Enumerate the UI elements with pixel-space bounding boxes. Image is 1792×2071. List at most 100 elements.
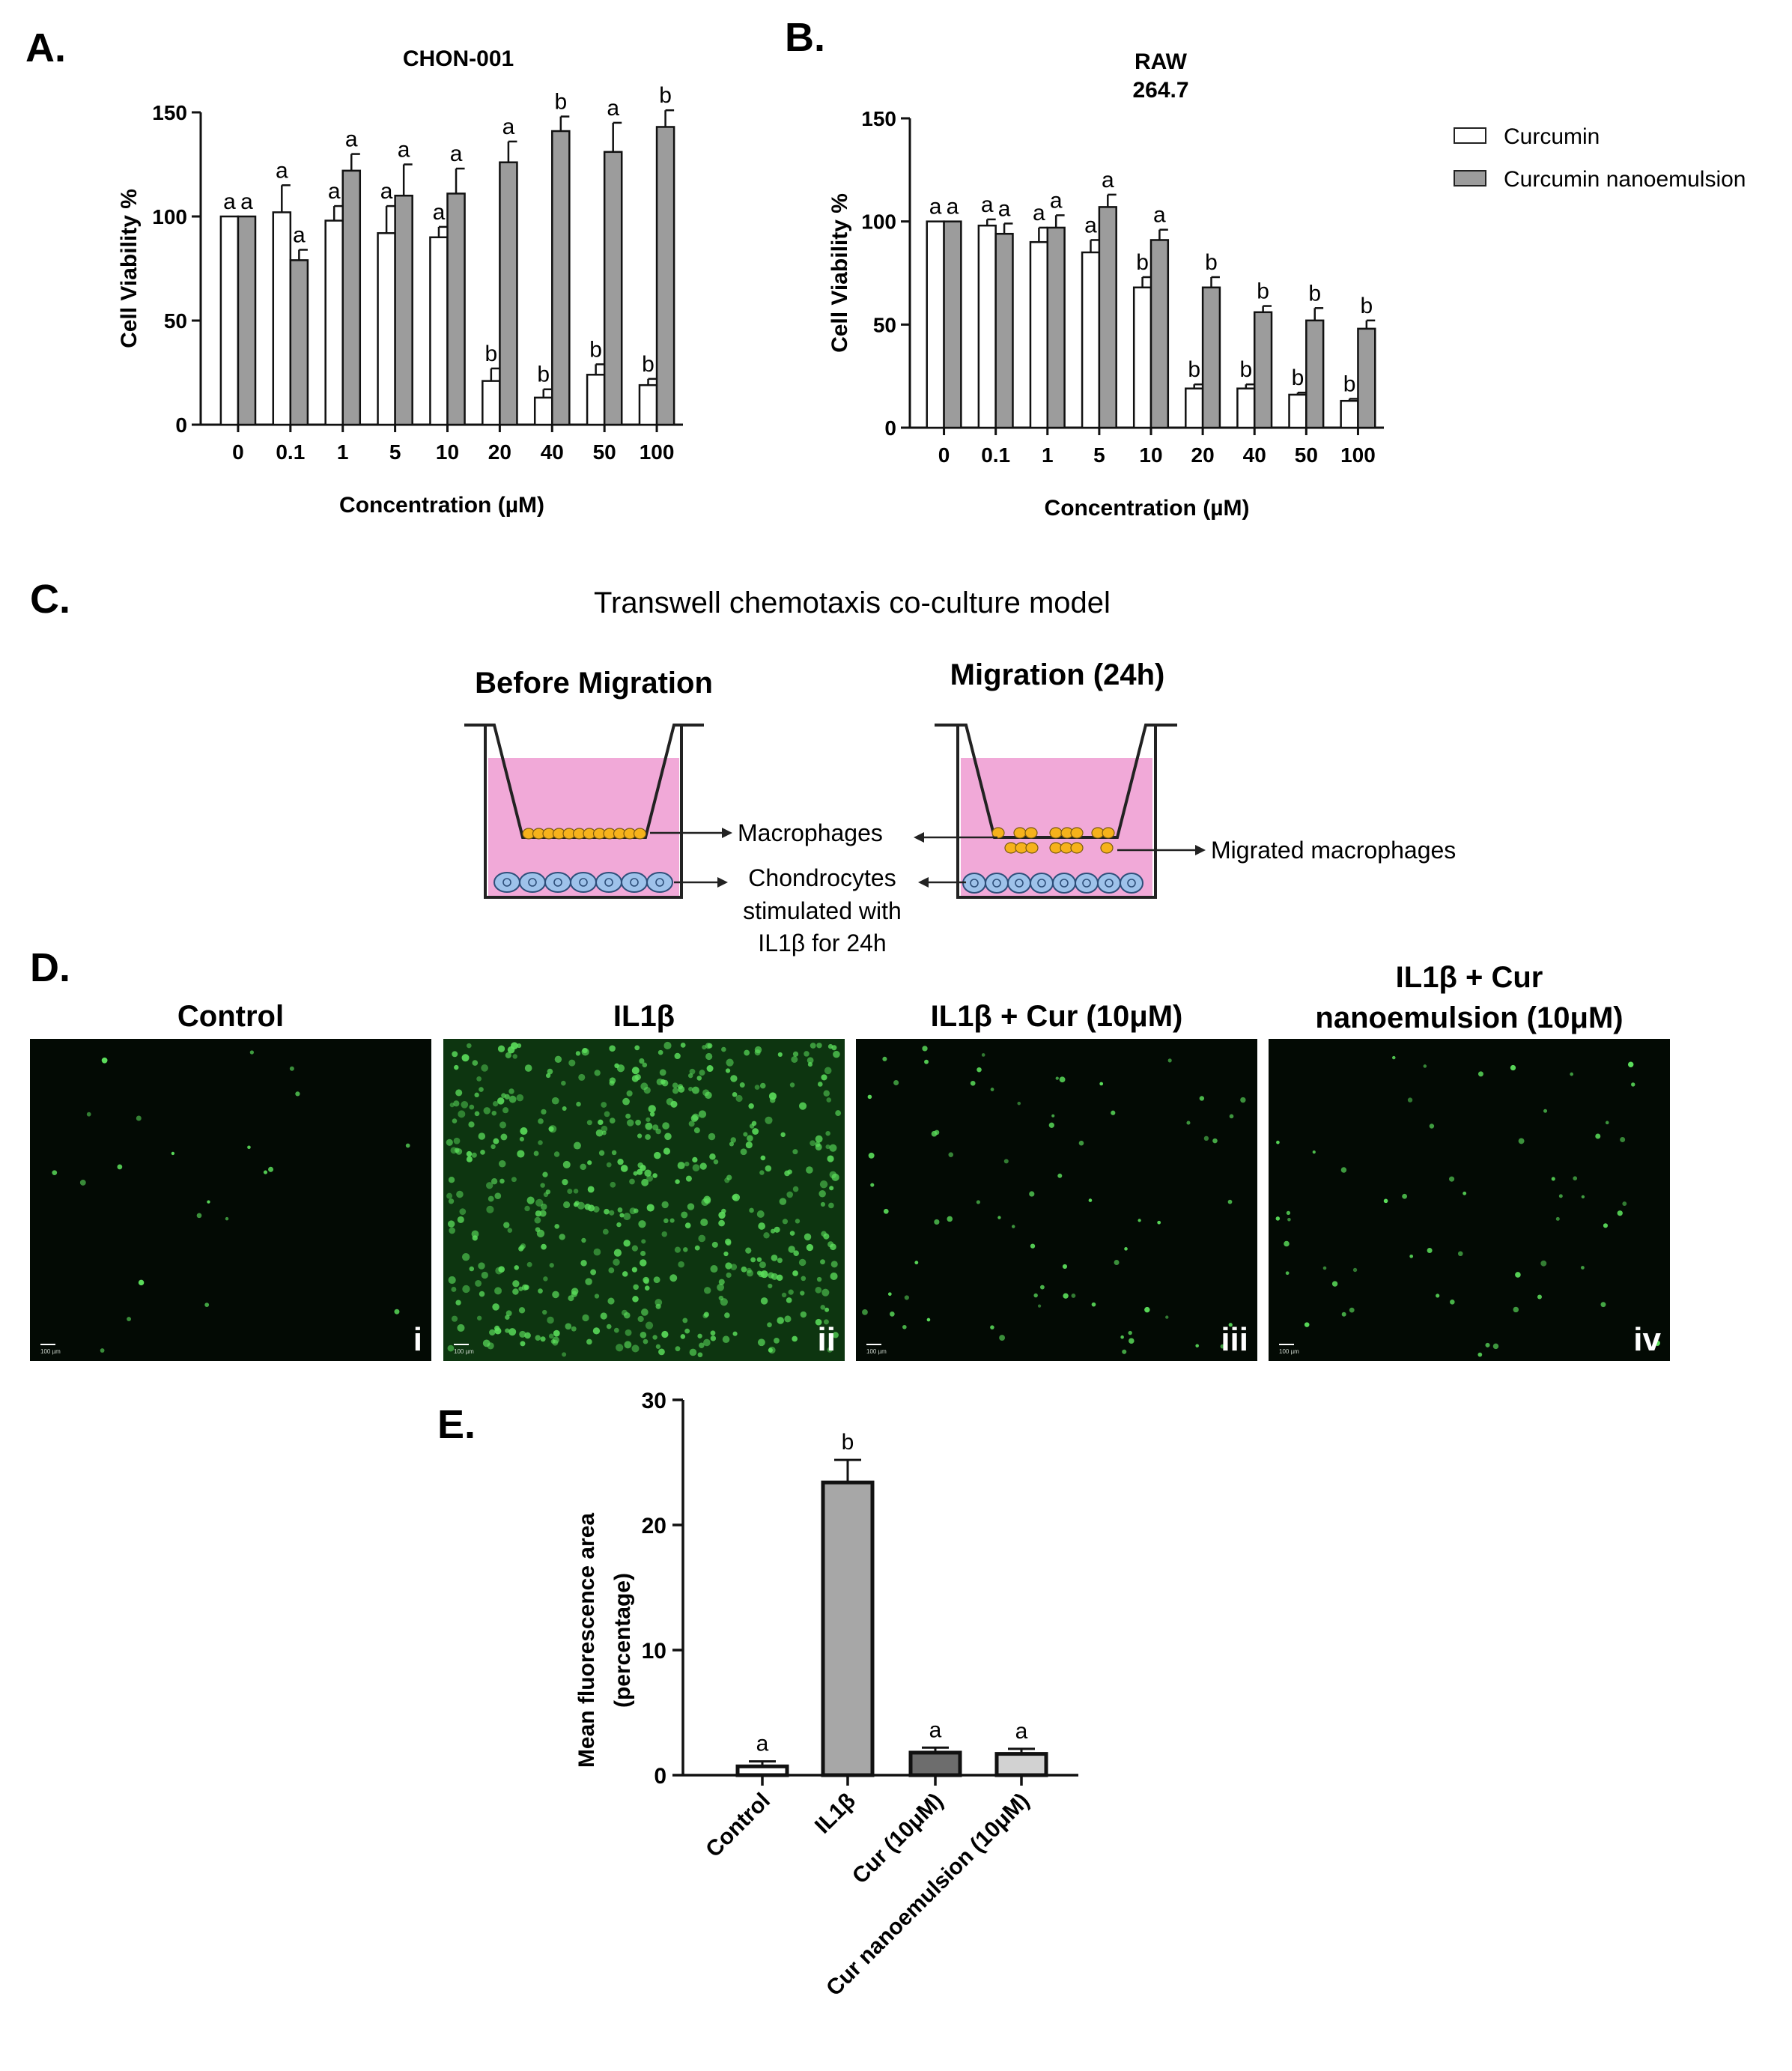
legend: Curcumin Curcumin nanoemulsion <box>1454 124 1746 192</box>
fluorescent-cell <box>782 1219 789 1225</box>
fluorescent-cell <box>749 1207 754 1213</box>
fluorescent-cell <box>768 1347 773 1353</box>
fluorescent-cell <box>617 1207 623 1213</box>
fluorescent-cell <box>516 1094 524 1102</box>
fluorescent-cell <box>573 1141 581 1150</box>
fluorescent-cell <box>575 1051 581 1056</box>
fluorescent-cell <box>561 1080 566 1086</box>
panel-a-letter: A. <box>25 25 66 70</box>
fluorescent-cell <box>698 1234 706 1243</box>
fluorescent-cell <box>663 1147 671 1155</box>
fluorescent-cell <box>587 1160 592 1165</box>
fluorescent-cell <box>646 1174 654 1182</box>
fluorescent-cell <box>1352 1267 1358 1273</box>
bar-3 <box>994 1752 1048 1777</box>
bar-curcumin <box>1029 240 1049 429</box>
fluorescent-cell <box>793 1250 799 1256</box>
arrow-chondro-left-head <box>717 877 728 888</box>
bar-curcumin <box>1132 286 1152 429</box>
fluorescent-cell <box>639 1058 645 1064</box>
chondrocyte-nucleus <box>992 879 1001 888</box>
fluorescent-cell <box>717 1283 725 1291</box>
fluorescent-cell <box>806 1166 813 1174</box>
significance-letter: a <box>1050 188 1063 213</box>
bar-nanoemulsion <box>994 232 1014 429</box>
fluorescent-cell <box>704 1197 711 1204</box>
fluorescent-cell <box>645 1122 653 1130</box>
fluorescent-cell <box>101 1057 108 1064</box>
fluorescent-cell <box>829 1186 834 1191</box>
fluorescent-cell <box>827 1241 834 1248</box>
fluorescent-cell <box>451 1315 458 1322</box>
fluorescent-cell <box>759 1170 765 1175</box>
fluorescent-cell <box>947 1216 953 1222</box>
fluorescent-cell <box>448 1276 456 1285</box>
fluorescent-cell <box>948 1152 954 1157</box>
fluorescent-cell <box>631 1267 637 1273</box>
fluorescent-cell <box>562 1106 567 1112</box>
fluorescent-cell <box>1617 1210 1623 1216</box>
fluorescent-cell <box>675 1179 680 1184</box>
fluorescent-cell <box>1227 1199 1233 1204</box>
y-axis-label: Cell Viability % <box>827 193 852 353</box>
chondrocyte-nucleus <box>1060 879 1069 888</box>
macrophage-cell <box>991 827 1005 839</box>
image-title: IL1β <box>613 1000 675 1033</box>
fluorescent-cell <box>459 1208 467 1215</box>
fluorescent-cell <box>622 1271 628 1277</box>
fluorescent-cell <box>500 1133 508 1141</box>
fluorescent-cell <box>1286 1210 1291 1216</box>
bar-nanoemulsion <box>499 161 518 426</box>
fluorescent-cell <box>981 1053 985 1057</box>
fluorescent-cell <box>489 1329 496 1336</box>
panel-c: C. Transwell chemotaxis co-culture model… <box>30 577 1456 956</box>
y-tick-label: 150 <box>152 101 187 124</box>
fluorescent-cell <box>609 1210 615 1216</box>
x-tick-label: 5 <box>389 440 401 464</box>
fluorescent-cell <box>1099 1082 1104 1086</box>
fluorescent-cell <box>498 1266 505 1273</box>
panel-e: E. Mean fluorescence area (percentage) 0… <box>437 1389 1078 2001</box>
fluorescent-cell <box>660 1079 666 1085</box>
fluorescent-cell <box>617 1158 624 1165</box>
fluorescent-cell <box>1048 1122 1054 1128</box>
fluorescent-cell <box>535 1227 541 1232</box>
fluorescent-cell <box>926 1318 931 1322</box>
fluorescent-cell <box>674 1052 681 1060</box>
fluorescent-cell <box>1551 1177 1555 1181</box>
significance-letter: b <box>485 342 498 366</box>
fluorescent-cell <box>449 1227 455 1234</box>
x-tick-label: 0.1 <box>276 440 305 464</box>
bar-nanoemulsion <box>655 126 675 426</box>
fluorescent-cell <box>786 1297 792 1303</box>
fluorescent-cell <box>524 1332 531 1339</box>
fluorescent-cell <box>657 1049 663 1055</box>
fluorescent-cell <box>472 1235 478 1241</box>
fluorescent-cell <box>924 1059 929 1064</box>
fluorescent-cell <box>914 1261 919 1265</box>
fluorescent-cell <box>1128 1330 1132 1335</box>
bar-curcumin <box>926 220 945 429</box>
x-tick-label: 5 <box>1093 443 1105 467</box>
bar-curcumin <box>429 236 449 426</box>
fluorescent-cell <box>1429 1124 1435 1129</box>
significance-letter: a <box>276 158 288 183</box>
fluorescent-cell <box>817 1082 823 1087</box>
chondrocyte-nucleus <box>970 879 979 888</box>
fluorescent-cell <box>663 1218 669 1224</box>
fluorescent-cell <box>52 1170 58 1176</box>
panel-d: D. Control 100 µm i IL1β 100 µm ii IL1β + Cur … <box>30 945 1670 1361</box>
bar-curcumin <box>1185 387 1204 429</box>
significance-letter: b <box>1257 279 1269 304</box>
significance-letter: a <box>1033 201 1045 225</box>
fluorescent-cell <box>821 1074 827 1081</box>
significance-letter: b <box>589 337 602 362</box>
fluorescent-cell <box>868 1152 875 1159</box>
x-tick-label: 10 <box>1139 443 1162 467</box>
fluorescent-cell <box>607 1297 615 1305</box>
fluorescent-cell <box>711 1241 718 1248</box>
fluorescent-cell <box>598 1119 604 1126</box>
fluorescent-cell <box>788 1289 794 1295</box>
chondrocyte-nucleus <box>528 878 537 887</box>
